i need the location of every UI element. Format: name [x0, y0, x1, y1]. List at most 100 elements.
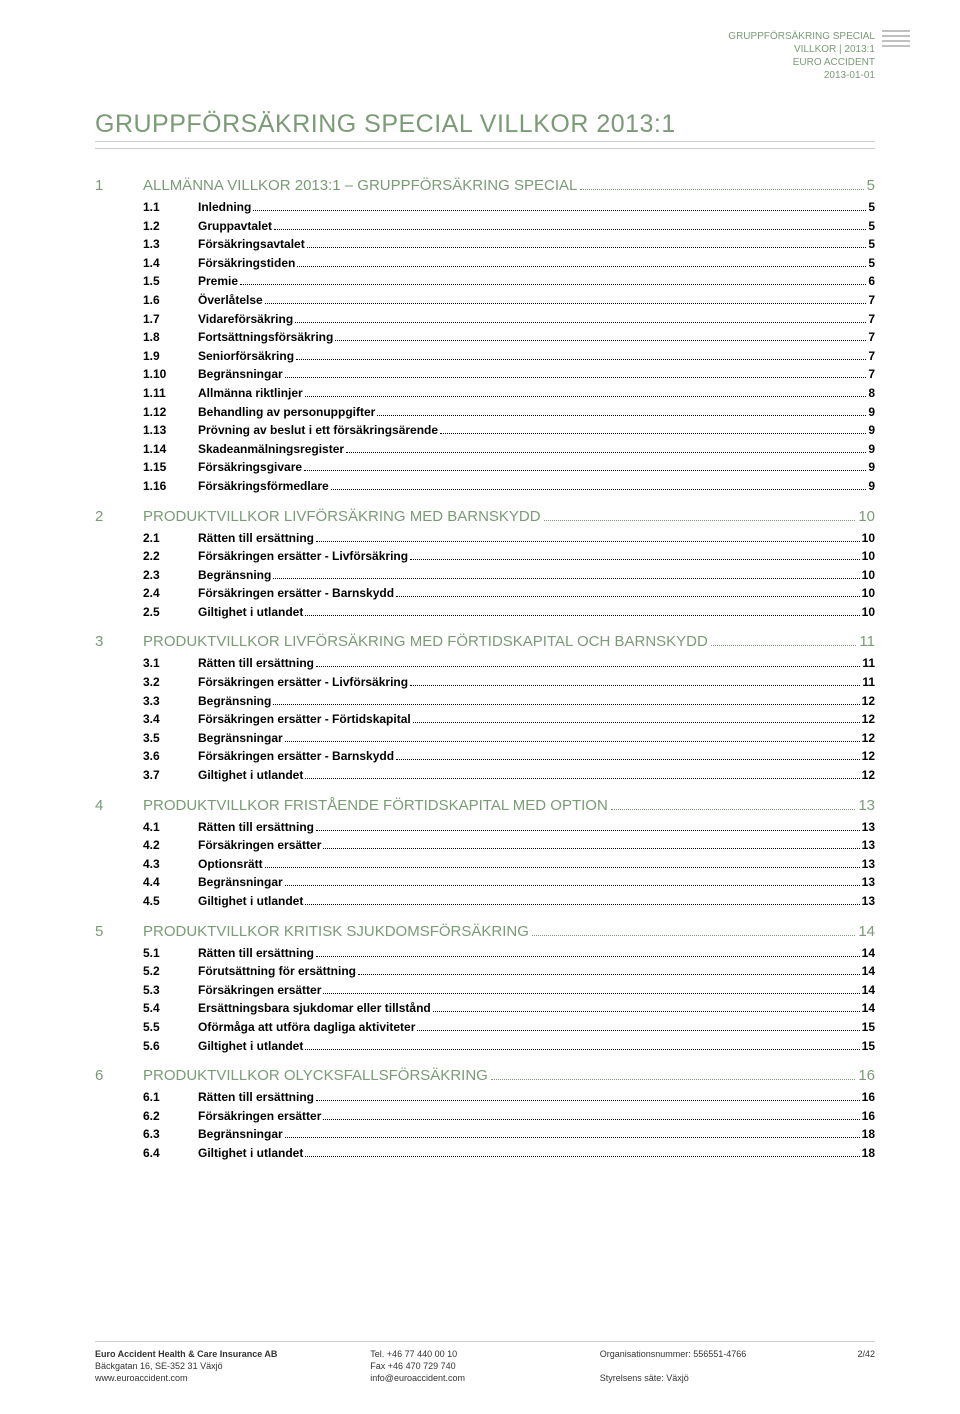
toc-sub-title: Försäkringen ersätter - Förtidskapital [198, 710, 411, 729]
toc-sub-page: 14 [862, 944, 875, 963]
toc-sub-page: 15 [862, 1037, 875, 1056]
toc-sub-title: Försäkringen ersätter [198, 836, 321, 855]
toc-sub-row: 5.4Ersättningsbara sjukdomar eller tills… [143, 999, 875, 1018]
toc-sub-page: 7 [868, 291, 875, 310]
title-underline [95, 146, 875, 149]
toc-sub-title: Begränsningar [198, 1125, 283, 1144]
toc-section-title: ALLMÄNNA VILLKOR 2013:1 – GRUPPFÖRSÄKRIN… [143, 177, 577, 194]
toc-sub-row: 4.1Rätten till ersättning13 [143, 818, 875, 837]
toc-leader-dots [316, 1100, 860, 1101]
toc-leader-dots [265, 867, 860, 868]
toc-sub-page: 14 [862, 981, 875, 1000]
toc-sub-row: 1.12Behandling av personuppgifter9 [143, 403, 875, 422]
toc-sub-page: 9 [868, 458, 875, 477]
toc-sub-number: 2.2 [143, 547, 198, 566]
toc-leader-dots [358, 974, 860, 975]
toc-sub-number: 4.1 [143, 818, 198, 837]
toc-leader-dots [410, 559, 860, 560]
toc-leader-dots [580, 189, 863, 190]
toc-sub-page: 12 [862, 766, 875, 785]
toc-leader-dots [274, 229, 866, 230]
toc-sub-page: 8 [868, 384, 875, 403]
header-line: EURO ACCIDENT [728, 56, 875, 69]
toc-leader-dots [240, 284, 866, 285]
toc-sub-title: Optionsrätt [198, 855, 263, 874]
toc-section-row: 5PRODUKTVILLKOR KRITISK SJUKDOMSFÖRSÄKRI… [95, 923, 875, 940]
header-line: VILLKOR | 2013:1 [728, 43, 875, 56]
toc-leader-dots [323, 1119, 859, 1120]
toc-sub-page: 5 [868, 235, 875, 254]
toc-sub-title: Försäkringsförmedlare [198, 477, 329, 496]
toc-sub-page: 16 [862, 1088, 875, 1107]
toc-sub-title: Rätten till ersättning [198, 1088, 314, 1107]
page-title: GRUPPFÖRSÄKRING SPECIAL VILLKOR 2013:1 [95, 110, 875, 142]
toc-sub-page: 10 [862, 529, 875, 548]
toc-sub-row: 4.2Försäkringen ersätter13 [143, 836, 875, 855]
toc-sub-number: 4.4 [143, 873, 198, 892]
toc-sub-row: 6.3Begränsningar18 [143, 1125, 875, 1144]
toc-sub-title: Försäkringsavtalet [198, 235, 305, 254]
toc-sub-row: 1.5Premie6 [143, 272, 875, 291]
toc-leader-dots [396, 759, 860, 760]
toc-sub-row: 2.5Giltighet i utlandet10 [143, 603, 875, 622]
footer-contact-block: Tel. +46 77 440 00 10 Fax +46 470 729 74… [370, 1348, 599, 1384]
toc-sub-number: 5.6 [143, 1037, 198, 1056]
toc-sub-number: 5.5 [143, 1018, 198, 1037]
toc-leader-dots [253, 210, 866, 211]
toc-leader-dots [305, 396, 867, 397]
toc-sub-number: 1.10 [143, 365, 198, 384]
toc-sub-title: Försäkringen ersätter - Barnskydd [198, 747, 394, 766]
toc-sub-number: 1.11 [143, 384, 198, 403]
toc-leader-dots [433, 1011, 860, 1012]
toc-section-number: 2 [95, 508, 143, 525]
toc-sub-page: 13 [862, 892, 875, 911]
toc-sub-number: 1.12 [143, 403, 198, 422]
toc-sub-number: 2.3 [143, 566, 198, 585]
toc-sub-row: 1.2Gruppavtalet5 [143, 217, 875, 236]
toc-leader-dots [396, 596, 860, 597]
toc-section-row: 2PRODUKTVILLKOR LIVFÖRSÄKRING MED BARNSK… [95, 508, 875, 525]
toc-sub-title: Begränsningar [198, 365, 283, 384]
toc-sub-title: Skadeanmälningsregister [198, 440, 344, 459]
toc-leader-dots [331, 489, 867, 490]
toc-sub-number: 1.5 [143, 272, 198, 291]
toc-sub-row: 1.8Fortsättningsförsäkring7 [143, 328, 875, 347]
toc-sub-number: 1.3 [143, 235, 198, 254]
toc-leader-dots [273, 704, 859, 705]
toc-section-page: 5 [867, 177, 875, 194]
toc-sub-number: 1.4 [143, 254, 198, 273]
toc-sub-row: 1.15Försäkringsgivare9 [143, 458, 875, 477]
toc-sub-row: 1.10Begränsningar7 [143, 365, 875, 384]
toc-sub-number: 3.2 [143, 673, 198, 692]
toc-sub-row: 1.16Försäkringsförmedlare9 [143, 477, 875, 496]
toc-sub-number: 1.1 [143, 198, 198, 217]
toc-section-title: PRODUKTVILLKOR OLYCKSFALLSFÖRSÄKRING [143, 1067, 488, 1084]
toc-sub-row: 5.1Rätten till ersättning14 [143, 944, 875, 963]
toc-sub-page: 5 [868, 217, 875, 236]
toc-sub-title: Behandling av personuppgifter [198, 403, 375, 422]
toc-sub-title: Försäkringen ersätter [198, 1107, 321, 1126]
toc-sub-page: 16 [862, 1107, 875, 1126]
toc-sub-number: 5.2 [143, 962, 198, 981]
toc-sub-page: 10 [862, 603, 875, 622]
toc-sub-row: 3.3Begränsning12 [143, 692, 875, 711]
toc-section-title: PRODUKTVILLKOR FRISTÅENDE FÖRTIDSKAPITAL… [143, 797, 608, 814]
toc-sub-row: 5.2Förutsättning för ersättning14 [143, 962, 875, 981]
toc-sub-row: 1.4Försäkringstiden5 [143, 254, 875, 273]
header-line: GRUPPFÖRSÄKRING SPECIAL [728, 30, 875, 43]
toc-sub-page: 13 [862, 836, 875, 855]
footer-tel: Tel. +46 77 440 00 10 [370, 1348, 599, 1360]
toc-section-row: 6PRODUKTVILLKOR OLYCKSFALLSFÖRSÄKRING 16 [95, 1067, 875, 1084]
toc-leader-dots [611, 809, 856, 810]
toc-sub-title: Begränsningar [198, 729, 283, 748]
toc-leader-dots [316, 956, 860, 957]
toc-sub-title: Försäkringen ersätter - Barnskydd [198, 584, 394, 603]
footer-page-number: 2/42 [857, 1348, 875, 1384]
toc-sub-number: 2.4 [143, 584, 198, 603]
toc-leader-dots [305, 778, 859, 779]
toc-leader-dots [440, 433, 866, 434]
toc-sub-row: 1.3Försäkringsavtalet 5 [143, 235, 875, 254]
toc-sub-number: 3.3 [143, 692, 198, 711]
toc-sub-row: 4.3Optionsrätt13 [143, 855, 875, 874]
toc-leader-dots [285, 1137, 860, 1138]
